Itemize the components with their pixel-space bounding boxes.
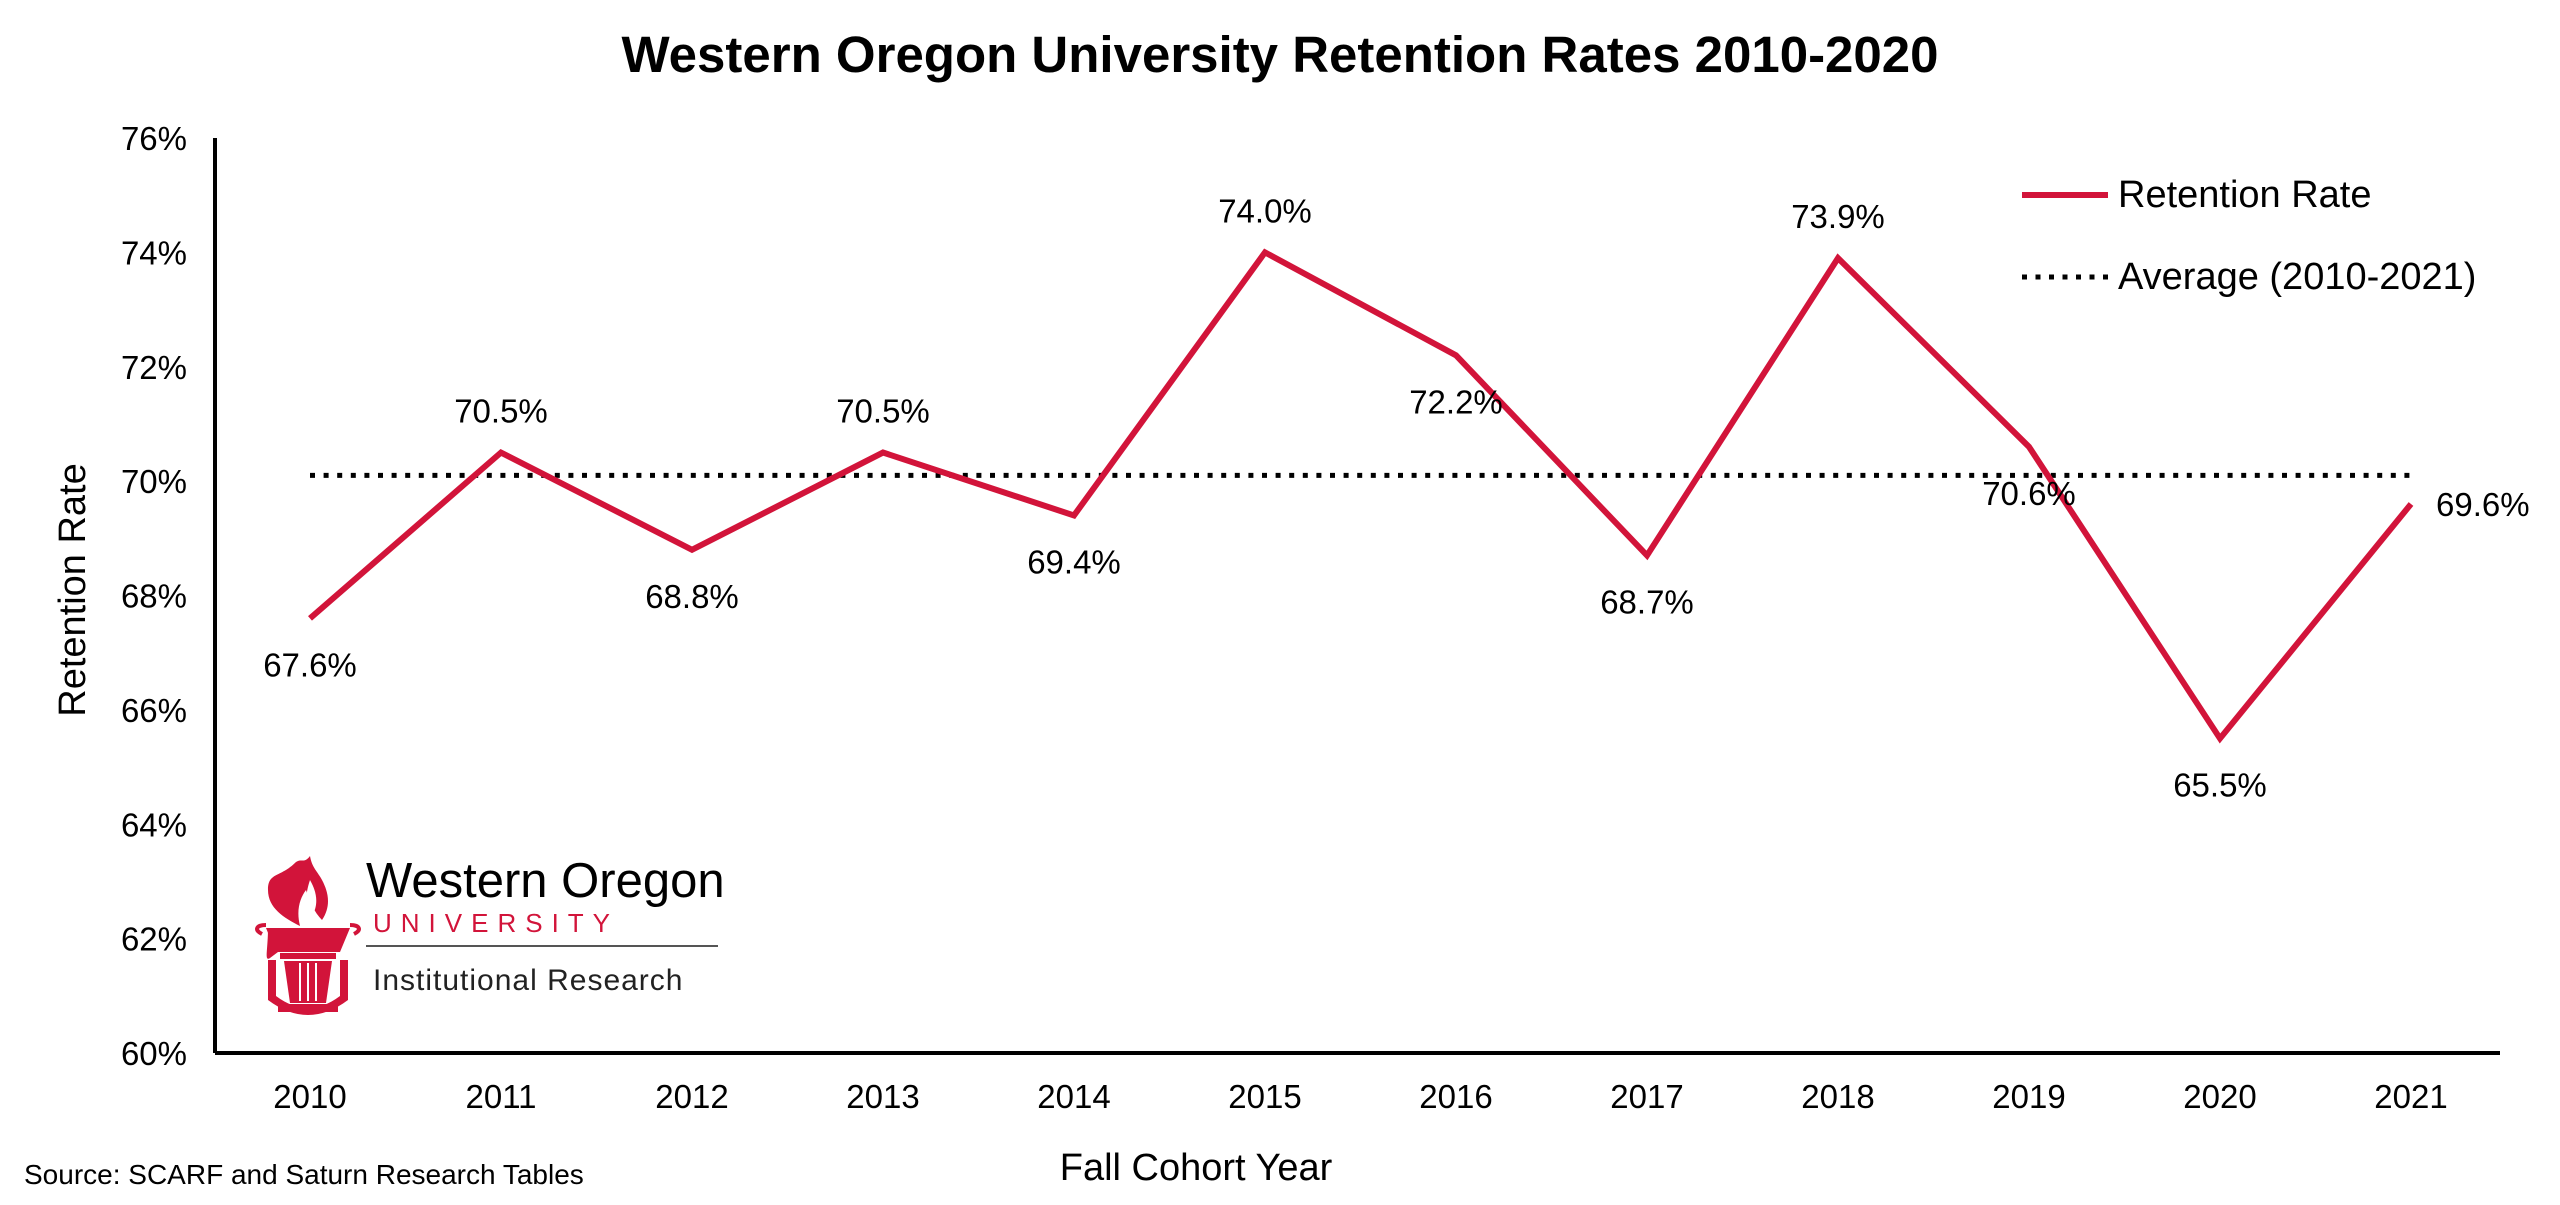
data-label: 68.7% — [1600, 583, 1694, 620]
y-tick-label: 60% — [121, 1035, 187, 1072]
y-tick-label: 72% — [121, 349, 187, 386]
x-tick-label: 2013 — [846, 1078, 919, 1115]
source-note: Source: SCARF and Saturn Research Tables — [24, 1159, 584, 1190]
data-label: 74.0% — [1218, 192, 1312, 229]
data-labels: 67.6% 70.5% 68.8% 70.5% 69.4% 74.0% 72.2% 68.7%… — [263, 192, 2529, 803]
y-tick-label: 74% — [121, 234, 187, 271]
y-tick-label: 70% — [121, 463, 187, 500]
wou-logo: Western Oregon UNIVERSITY Institutional … — [255, 854, 725, 1015]
series-layer — [308, 248, 2414, 744]
x-tick-label: 2021 — [2374, 1078, 2447, 1115]
x-tick-label: 2020 — [2183, 1078, 2256, 1115]
legend: Retention Rate Average (2010-2021) — [2022, 174, 2476, 298]
x-tick-label: 2017 — [1610, 1078, 1683, 1115]
data-label: 68.8% — [645, 578, 739, 615]
data-label: 69.6% — [2436, 486, 2530, 523]
data-label: 70.6% — [1982, 475, 2076, 512]
data-label: 70.5% — [454, 393, 548, 430]
data-label: 73.9% — [1791, 198, 1885, 235]
data-label: 70.5% — [836, 393, 930, 430]
x-axis-title: Fall Cohort Year — [1060, 1147, 1333, 1189]
y-axis-ticks: 60% 62% 64% 66% 68% 70% 72% 74% 76% — [121, 120, 187, 1072]
y-tick-label: 68% — [121, 578, 187, 615]
y-tick-label: 64% — [121, 806, 187, 843]
x-tick-label: 2019 — [1992, 1078, 2065, 1115]
legend-label-retention: Retention Rate — [2118, 174, 2372, 216]
logo-name: Western Oregon — [366, 854, 725, 908]
x-tick-label: 2011 — [466, 1078, 537, 1115]
y-tick-label: 76% — [121, 120, 187, 157]
x-tick-label: 2015 — [1228, 1078, 1301, 1115]
y-tick-label: 62% — [121, 921, 187, 958]
x-tick-label: 2014 — [1037, 1078, 1110, 1115]
data-label: 67.6% — [263, 646, 357, 683]
data-label: 65.5% — [2173, 766, 2267, 803]
logo-university: UNIVERSITY — [373, 908, 619, 938]
x-tick-label: 2010 — [273, 1078, 346, 1115]
x-axis-ticks: 2010 2011 2012 2013 2014 2015 2016 2017 2018 2019… — [273, 1078, 2447, 1115]
x-tick-label: 2016 — [1419, 1078, 1492, 1115]
logo-department: Institutional Research — [373, 964, 684, 997]
chart-title: Western Oregon University Retention Rate… — [621, 26, 1938, 83]
data-label: 72.2% — [1409, 383, 1503, 420]
data-label: 69.4% — [1027, 543, 1121, 580]
series-line-retention — [308, 248, 2414, 744]
torch-icon — [255, 856, 361, 1015]
x-tick-label: 2012 — [655, 1078, 728, 1115]
y-tick-label: 66% — [121, 692, 187, 729]
y-axis-title: Retention Rate — [52, 463, 94, 717]
x-tick-label: 2018 — [1801, 1078, 1874, 1115]
legend-label-average: Average (2010-2021) — [2118, 256, 2476, 298]
